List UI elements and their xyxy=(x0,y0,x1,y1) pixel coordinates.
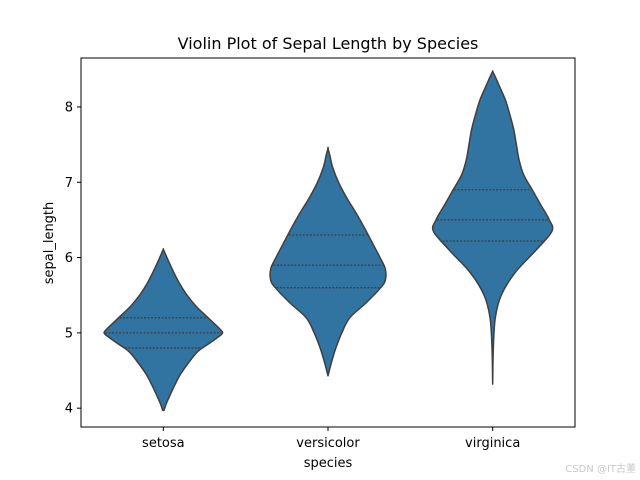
y-axis: 4 5 6 7 8 xyxy=(65,100,81,417)
x-axis: setosa versicolor virginica xyxy=(142,427,520,451)
y-tick-label: 6 xyxy=(65,251,73,266)
y-tick-label: 5 xyxy=(65,326,73,341)
x-axis-label: species xyxy=(304,456,353,471)
violin-versicolor xyxy=(269,146,387,377)
x-tick-label-versicolor: versicolor xyxy=(296,436,360,451)
chart-title: Violin Plot of Sepal Length by Species xyxy=(178,34,479,53)
violin-setosa xyxy=(103,247,224,412)
watermark-text: CSDN @IT古董 xyxy=(565,462,636,475)
y-tick-label: 4 xyxy=(65,402,73,417)
y-axis-label: sepal_length xyxy=(42,202,57,285)
x-tick-label-setosa: setosa xyxy=(142,436,185,451)
x-tick-label-virginica: virginica xyxy=(465,436,520,451)
violin-virginica xyxy=(431,70,554,385)
violins-group xyxy=(103,70,554,412)
y-tick-label: 7 xyxy=(65,176,73,191)
y-tick-label: 8 xyxy=(65,100,73,115)
